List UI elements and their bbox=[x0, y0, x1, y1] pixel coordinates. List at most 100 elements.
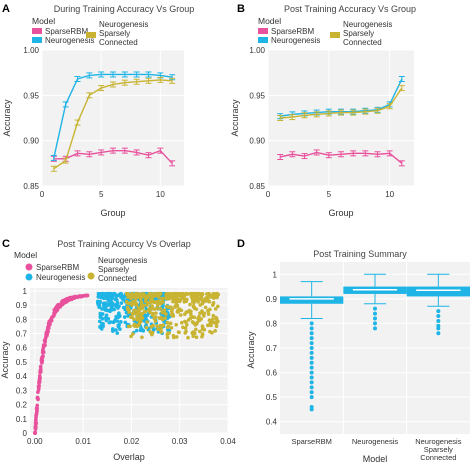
scatter-point-nsc bbox=[216, 304, 220, 309]
scatter-point-neuro bbox=[107, 299, 112, 303]
box-outlier bbox=[436, 309, 441, 314]
scatter-point-nsc bbox=[192, 292, 196, 296]
category-label: Neurogenesis bbox=[415, 437, 462, 446]
scatter-point-sparse bbox=[33, 423, 38, 428]
scatter-point-neuro bbox=[113, 318, 118, 322]
scatter-point-nsc bbox=[155, 303, 160, 307]
scatter-point-sparse bbox=[39, 357, 44, 362]
scatter-point-nsc bbox=[159, 297, 164, 301]
legend-b-label-nsc-3: Connected bbox=[343, 38, 382, 47]
category-label: Sparsely bbox=[424, 445, 453, 454]
ytick-label-c: 0.7 bbox=[16, 329, 28, 338]
scatter-point-nsc bbox=[206, 323, 211, 328]
scatter-point-nsc bbox=[191, 305, 196, 309]
scatter-point-nsc bbox=[132, 311, 136, 316]
scatter-point-sparse bbox=[33, 418, 38, 422]
ytick-label-a: 0.85 bbox=[23, 182, 39, 191]
box-body bbox=[406, 286, 470, 297]
scatter-point-nsc bbox=[186, 335, 190, 340]
scatter-point-nsc bbox=[164, 293, 168, 298]
scatter-point-neuro bbox=[122, 294, 127, 299]
scatter-point-sparse bbox=[35, 403, 39, 408]
scatter-point-nsc bbox=[209, 323, 213, 328]
scatter-point-nsc bbox=[165, 320, 170, 325]
chart-c-ylabel: Accuracy bbox=[0, 341, 10, 379]
box-outlier bbox=[309, 360, 314, 365]
scatter-point-sparse bbox=[78, 294, 83, 298]
scatter-point-nsc bbox=[214, 321, 219, 326]
scatter-point-neuro bbox=[105, 308, 109, 313]
scatter-point-nsc bbox=[171, 314, 176, 318]
ytick-label-d: 0.6 bbox=[266, 369, 278, 378]
box-outlier bbox=[309, 395, 314, 400]
scatter-point-nsc bbox=[144, 325, 149, 330]
legend-b-title: Model bbox=[258, 16, 281, 26]
panel-label-b: B bbox=[237, 3, 245, 15]
scatter-point-nsc bbox=[155, 324, 159, 328]
scatter-point-sparse bbox=[43, 343, 47, 348]
box-outlier bbox=[309, 365, 314, 370]
scatter-point-nsc bbox=[205, 292, 209, 296]
scatter-point-neuro bbox=[119, 291, 123, 296]
scatter-point-nsc bbox=[191, 334, 196, 339]
panel-label-a: A bbox=[2, 3, 10, 15]
scatter-point-neuro bbox=[101, 324, 106, 329]
ytick-label-c: 1 bbox=[23, 287, 28, 296]
scatter-point-nsc bbox=[154, 311, 158, 315]
box-outlier bbox=[309, 350, 314, 355]
scatter-point-nsc bbox=[200, 332, 205, 336]
ytick-label-a: 0.95 bbox=[23, 91, 39, 100]
scatter-point-sparse bbox=[49, 315, 54, 320]
scatter-point-nsc bbox=[179, 320, 184, 325]
scatter-point-nsc bbox=[148, 330, 153, 334]
xtick-label-c: 0.00 bbox=[27, 437, 43, 446]
ytick-label-c: 0.1 bbox=[16, 415, 28, 424]
scatter-point-neuro bbox=[141, 328, 145, 332]
chart-c-xlabel: Overlap bbox=[113, 452, 145, 462]
scatter-point-nsc bbox=[144, 298, 148, 302]
scatter-point-neuro bbox=[96, 292, 101, 297]
scatter-point-sparse bbox=[37, 386, 41, 391]
scatter-point-nsc bbox=[145, 303, 149, 307]
scatter-point-neuro bbox=[105, 291, 110, 296]
ytick-label-d: 0.8 bbox=[266, 319, 278, 328]
ytick-label-b: 0.90 bbox=[249, 137, 265, 146]
scatter-point-nsc bbox=[185, 297, 189, 302]
scatter-point-nsc bbox=[147, 292, 151, 296]
scatter-point-neuro bbox=[123, 320, 128, 325]
scatter-point-sparse bbox=[46, 325, 51, 330]
chart-c-title: Post Training Accurcy Vs Overlap bbox=[57, 239, 191, 249]
scatter-point-nsc bbox=[125, 291, 129, 296]
xtick-label-b: 5 bbox=[327, 190, 332, 199]
scatter-point-sparse bbox=[65, 296, 70, 301]
scatter-point-sparse bbox=[35, 409, 39, 414]
chart-d-ylabel: Accuracy bbox=[246, 331, 256, 369]
scatter-point-nsc bbox=[134, 303, 139, 307]
box-outlier bbox=[436, 314, 441, 319]
scatter-point-nsc bbox=[168, 293, 172, 298]
scatter-point-nsc bbox=[130, 332, 135, 336]
scatter-point-nsc bbox=[191, 330, 196, 334]
chart-a-ylabel: Accuracy bbox=[2, 99, 12, 137]
xtick-label-c: 0.03 bbox=[172, 437, 188, 446]
scatter-point-nsc bbox=[177, 330, 181, 335]
scatter-point-nsc bbox=[184, 291, 189, 296]
scatter-point-nsc bbox=[208, 329, 212, 334]
scatter-point-nsc bbox=[126, 307, 130, 312]
scatter-point-nsc bbox=[214, 324, 219, 329]
scatter-point-nsc bbox=[183, 312, 187, 317]
scatter-point-nsc bbox=[192, 300, 196, 305]
legend-c-label-nsc-2: Sparsely bbox=[98, 265, 129, 274]
scatter-point-sparse bbox=[38, 364, 43, 369]
scatter-point-nsc bbox=[174, 300, 179, 305]
scatter-point-nsc bbox=[152, 307, 157, 311]
scatter-point-nsc bbox=[189, 312, 193, 317]
scatter-point-nsc bbox=[150, 304, 154, 308]
ytick-label-a: 1.00 bbox=[23, 46, 39, 55]
legend-c-swatch-sparse bbox=[25, 263, 33, 271]
scatter-point-nsc bbox=[139, 312, 143, 317]
scatter-point-nsc bbox=[138, 293, 142, 298]
legend-a: Model SparseRBM Neurogenesis Neurogenesi… bbox=[32, 16, 148, 47]
scatter-point-nsc bbox=[131, 293, 136, 297]
scatter-point-sparse bbox=[46, 329, 50, 333]
